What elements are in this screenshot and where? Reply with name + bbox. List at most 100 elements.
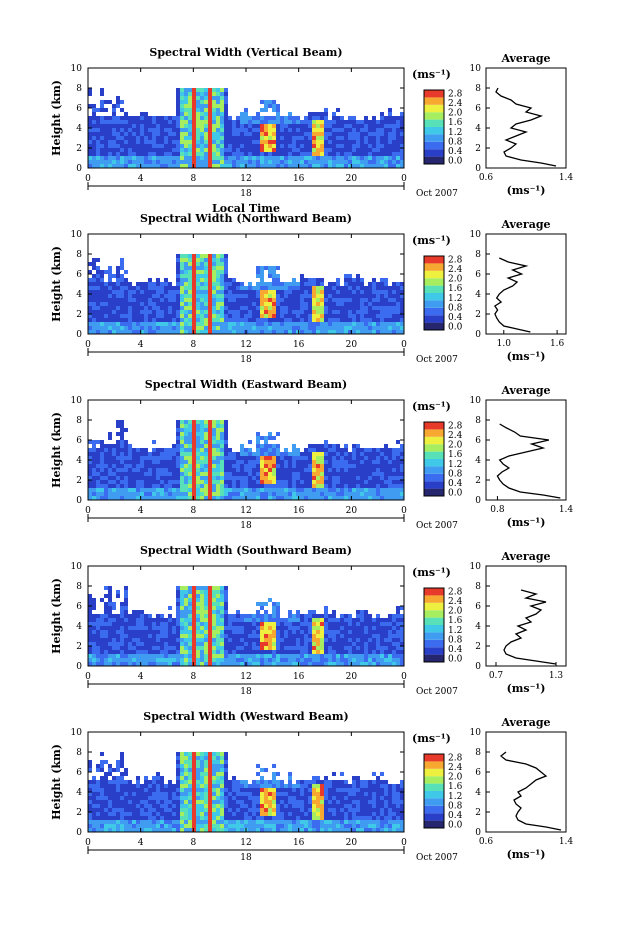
heatmap-cell	[192, 594, 196, 598]
heatmap-cell	[392, 456, 396, 460]
heatmap-cell	[96, 120, 100, 124]
heatmap-cell	[160, 634, 164, 638]
heatmap-cell	[232, 614, 236, 618]
heatmap-cell	[356, 306, 360, 310]
heatmap-cell	[188, 606, 192, 610]
heatmap-cell	[132, 160, 136, 164]
heatmap-cell	[392, 326, 396, 330]
heatmap-cell	[136, 330, 140, 334]
heatmap-cell	[332, 626, 336, 630]
heatmap-cell	[196, 420, 200, 424]
heatmap-cell	[108, 658, 112, 662]
heatmap-cell	[180, 318, 184, 322]
heatmap-cell	[212, 96, 216, 100]
heatmap-cell	[168, 650, 172, 654]
heatmap-cell	[376, 144, 380, 148]
heatmap-cell	[260, 448, 264, 452]
heatmap-cell	[356, 290, 360, 294]
heatmap-cell	[400, 662, 404, 666]
heatmap-cell	[172, 492, 176, 496]
heatmap-cell	[204, 444, 208, 448]
heatmap-cell	[116, 104, 120, 108]
heatmap-cell	[220, 424, 224, 428]
heatmap-cell	[152, 484, 156, 488]
heatmap-cell	[292, 646, 296, 650]
heatmap-cell	[336, 638, 340, 642]
heatmap-cell	[180, 626, 184, 630]
heatmap-cell	[184, 476, 188, 480]
heatmap-cell	[372, 160, 376, 164]
heatmap-cell	[204, 658, 208, 662]
heatmap-cell	[92, 464, 96, 468]
heatmap-cell	[156, 318, 160, 322]
heatmap-cell	[316, 642, 320, 646]
heatmap-cell	[196, 630, 200, 634]
heatmap-cell	[196, 662, 200, 666]
heatmap-cell	[324, 484, 328, 488]
heatmap-cell	[268, 302, 272, 306]
heatmap-cell	[360, 614, 364, 618]
heatmap-cell	[380, 160, 384, 164]
heatmap-cell	[132, 618, 136, 622]
x-tick-label: 0	[85, 340, 91, 350]
heatmap-cell	[124, 456, 128, 460]
heatmap-cell	[108, 286, 112, 290]
heatmap-cell	[396, 488, 400, 492]
heatmap-cell	[396, 294, 400, 298]
heatmap-cell	[400, 460, 404, 464]
heatmap-cell	[160, 164, 164, 168]
heatmap-cell	[276, 152, 280, 156]
heatmap-cell	[380, 472, 384, 476]
heatmap-cell	[176, 318, 180, 322]
heatmap-cell	[192, 136, 196, 140]
heatmap-cell	[88, 160, 92, 164]
heatmap-cell	[352, 164, 356, 168]
heatmap-cell	[144, 618, 148, 622]
heatmap-cell	[144, 468, 148, 472]
heatmap-cell	[228, 448, 232, 452]
heatmap-cell	[160, 472, 164, 476]
heatmap-cell	[124, 618, 128, 622]
heatmap-cell	[352, 484, 356, 488]
heatmap-cell	[136, 286, 140, 290]
heatmap-cell	[188, 464, 192, 468]
heatmap-cell	[344, 654, 348, 658]
heatmap-cell	[240, 116, 244, 120]
heatmap-cell	[132, 622, 136, 626]
heatmap-cell	[324, 148, 328, 152]
heatmap-cell	[348, 476, 352, 480]
heatmap-cell	[120, 306, 124, 310]
heatmap-cell	[116, 144, 120, 148]
heatmap-cell	[236, 156, 240, 160]
heatmap-cell	[304, 322, 308, 326]
heatmap-cell	[384, 306, 388, 310]
heatmap-cell	[208, 488, 212, 492]
heatmap-cell	[172, 294, 176, 298]
heatmap-cell	[112, 488, 116, 492]
heatmap-cell	[152, 626, 156, 630]
y-tick-label: 2	[76, 642, 82, 652]
heatmap-cell	[120, 108, 124, 112]
heatmap-cell	[160, 448, 164, 452]
heatmap-cell	[312, 294, 316, 298]
heatmap-cell	[364, 448, 368, 452]
heatmap-cell	[224, 488, 228, 492]
heatmap-cell	[380, 298, 384, 302]
heatmap-cell	[400, 314, 404, 318]
heatmap-cell	[220, 124, 224, 128]
heatmap-cell	[348, 164, 352, 168]
heatmap-cell	[264, 456, 268, 460]
heatmap-cell	[120, 634, 124, 638]
heatmap-cell	[356, 610, 360, 614]
heatmap-cell	[276, 614, 280, 618]
heatmap-cell	[196, 476, 200, 480]
heatmap-cell	[348, 480, 352, 484]
panel-3: Spectral Width (Southward Beam)0246810He…	[50, 544, 567, 697]
heatmap-cell	[376, 164, 380, 168]
heatmap-cell	[132, 658, 136, 662]
heatmap-cell	[100, 480, 104, 484]
heatmap-cell	[320, 310, 324, 314]
heatmap-cell	[124, 136, 128, 140]
heatmap-cell	[156, 464, 160, 468]
heatmap-cell	[116, 642, 120, 646]
